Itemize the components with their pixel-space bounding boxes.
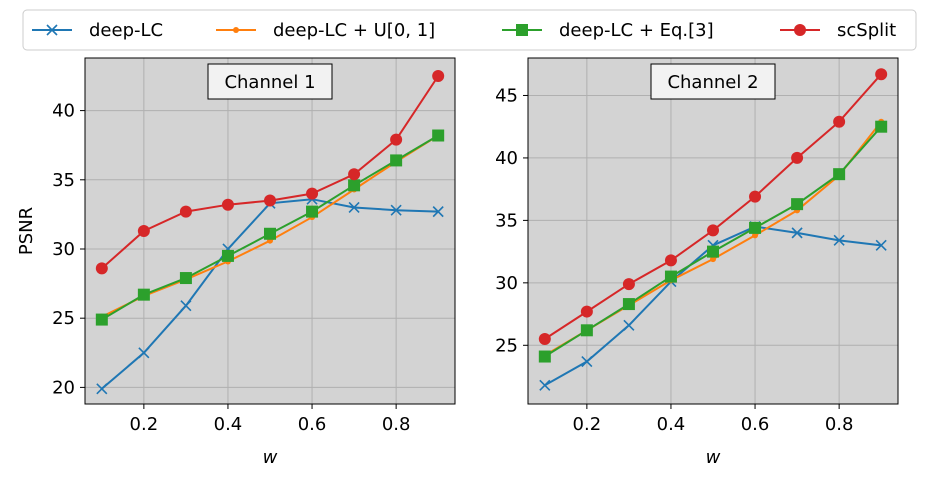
data-point <box>664 254 677 267</box>
y-tick-label: 25 <box>52 308 75 329</box>
y-tick-label: 30 <box>495 273 518 294</box>
data-point <box>137 225 150 237</box>
x-axis-label: w <box>263 447 278 468</box>
legend: deep-LC deep-LC + U[0, 1] deep-LC + Eq.[3]… <box>22 9 917 51</box>
x-tick-label: 0.6 <box>741 414 770 435</box>
data-point <box>580 324 593 337</box>
data-point <box>833 115 846 128</box>
legend-label: scSplit <box>837 20 896 41</box>
data-point <box>664 270 677 283</box>
axes-frame <box>84 57 456 405</box>
panel-title-text: Channel 2 <box>667 72 758 93</box>
data-point <box>791 198 804 211</box>
data-point <box>623 319 635 331</box>
x-axis-label: w <box>706 447 721 468</box>
data-point <box>390 204 402 216</box>
x-tick-label: 0.4 <box>214 414 243 435</box>
legend-frame <box>22 9 917 51</box>
data-point <box>138 347 150 359</box>
panel-channel-1: 0.2 0.4 0.6 0.8 20 25 30 35 40 w PSNR Channel 1 <box>16 57 456 468</box>
data-point <box>833 168 846 181</box>
data-point <box>875 239 887 251</box>
legend-label: deep-LC + Eq.[3] <box>559 20 714 41</box>
data-point <box>264 194 276 207</box>
legend-marker <box>46 24 58 36</box>
panel-title-text: Channel 1 <box>224 72 315 93</box>
data-point <box>622 298 635 311</box>
data-point <box>833 234 845 246</box>
y-tick-label: 45 <box>495 85 518 106</box>
data-point <box>348 179 361 192</box>
panel-channel-2: 0.2 0.4 0.6 0.8 25 30 35 40 45 w Channel 2 <box>495 57 899 468</box>
x-tick-label: 0.2 <box>130 414 159 435</box>
data-point <box>622 278 635 291</box>
series-scsplit <box>538 68 888 346</box>
data-point <box>179 205 192 218</box>
x-tick-label: 0.4 <box>657 414 686 435</box>
data-point <box>875 120 888 133</box>
data-point <box>348 168 361 181</box>
y-tick-label: 35 <box>495 210 518 231</box>
y-tick-label: 30 <box>52 239 75 260</box>
y-tick-label: 20 <box>52 377 75 398</box>
x-tick-label: 0.6 <box>298 414 327 435</box>
legend-entry: deep-LC <box>32 20 163 41</box>
x-tick-label: 0.8 <box>825 414 854 435</box>
data-point <box>95 313 108 326</box>
data-point <box>390 133 403 146</box>
data-point <box>390 154 403 167</box>
data-point <box>580 305 593 318</box>
panel-title-box <box>650 63 776 100</box>
panel-title: Channel 1 <box>207 63 333 100</box>
y-tick-label: 35 <box>52 170 75 191</box>
legend-label: deep-LC <box>89 20 163 41</box>
data-point <box>791 151 804 164</box>
data-point <box>179 272 192 285</box>
legend-label: deep-LC + U[0, 1] <box>273 20 435 41</box>
y-axis-label: PSNR <box>16 207 37 255</box>
data-point <box>707 224 719 237</box>
legend-marker <box>233 27 239 33</box>
data-point <box>348 201 360 214</box>
panel-title: Channel 2 <box>650 63 776 100</box>
legend-entry: deep-LC + Eq.[3] <box>502 20 714 41</box>
data-point <box>95 262 108 275</box>
x-tick-label: 0.8 <box>382 414 411 435</box>
data-point <box>749 190 762 203</box>
data-point <box>96 383 108 395</box>
legend-marker <box>794 24 806 36</box>
data-point <box>137 288 150 301</box>
data-point <box>749 221 762 234</box>
data-point <box>539 379 551 391</box>
axes-frame <box>527 57 899 405</box>
series-deep-lc-eq-3 <box>95 129 445 326</box>
data-point <box>432 129 445 142</box>
data-point <box>581 355 593 368</box>
data-point <box>538 333 551 346</box>
data-point <box>221 198 234 211</box>
panel-title-box <box>207 63 333 100</box>
y-tick-label: 25 <box>495 335 518 356</box>
data-point <box>432 206 444 218</box>
data-point <box>221 249 234 262</box>
data-point <box>306 205 319 218</box>
data-point <box>707 245 719 258</box>
series-scsplit <box>95 69 445 275</box>
y-tick-label: 40 <box>495 148 518 169</box>
data-point <box>306 187 319 200</box>
legend-marker <box>516 24 528 36</box>
legend-entry: deep-LC + U[0, 1] <box>216 20 435 41</box>
series-deep-lc-eq-3 <box>538 120 888 363</box>
legend-entry: scSplit <box>780 20 896 41</box>
data-point <box>432 69 445 82</box>
data-point <box>791 227 803 239</box>
data-point <box>538 350 551 363</box>
data-point <box>264 227 276 240</box>
data-point <box>875 68 888 81</box>
x-tick-label: 0.2 <box>573 414 602 435</box>
data-point <box>180 300 192 312</box>
y-tick-label: 40 <box>52 101 75 122</box>
